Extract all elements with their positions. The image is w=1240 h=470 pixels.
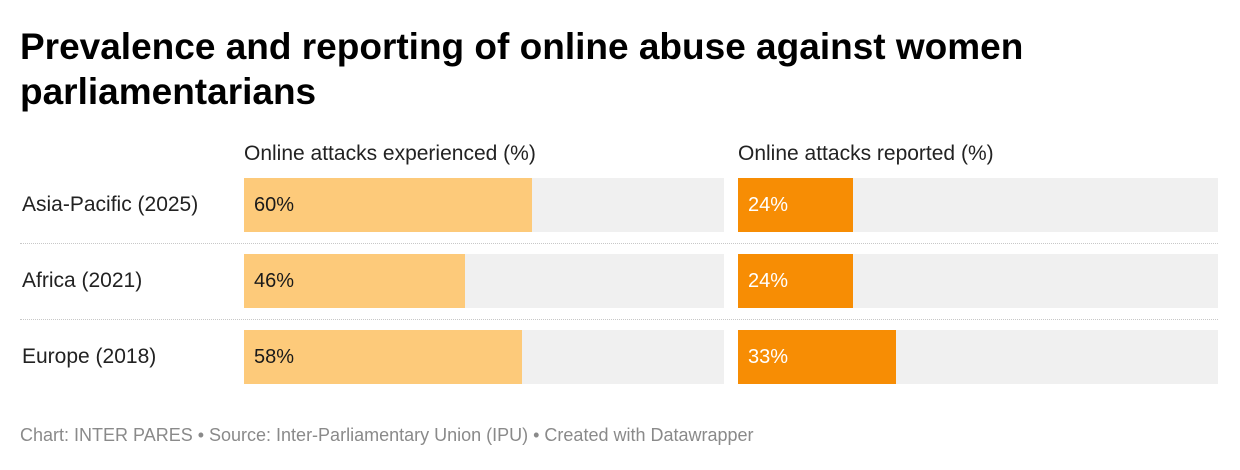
bar-track: 46% — [244, 254, 724, 308]
column-header-experienced: Online attacks experienced (%) — [244, 142, 536, 165]
row-separator — [20, 243, 1218, 244]
bar — [738, 178, 854, 232]
data-label: 46% — [254, 270, 295, 292]
bar-track: 24% — [738, 178, 1218, 232]
row-separator — [20, 319, 1218, 320]
row-label: Africa (2021) — [22, 269, 143, 292]
bar — [244, 330, 523, 384]
bar — [738, 330, 897, 384]
bar-track: 24% — [738, 254, 1218, 308]
chart-footer: Chart: INTER PARES • Source: Inter-Parli… — [20, 425, 754, 445]
bar-track: 33% — [738, 330, 1218, 384]
data-label: 24% — [748, 270, 789, 292]
bar — [244, 254, 465, 308]
data-label: 58% — [254, 346, 295, 368]
chart-title: Prevalence and reporting of online abuse… — [20, 26, 1024, 112]
bar-track: 58% — [244, 330, 724, 384]
data-label: 33% — [748, 346, 789, 368]
row-label: Europe (2018) — [22, 345, 157, 368]
data-label: 24% — [748, 194, 789, 216]
data-label: 60% — [254, 194, 295, 216]
bar — [244, 178, 532, 232]
bar-track: 60% — [244, 178, 724, 232]
row-label: Asia-Pacific (2025) — [22, 193, 199, 216]
column-header-reported: Online attacks reported (%) — [738, 142, 994, 165]
bar — [738, 254, 854, 308]
